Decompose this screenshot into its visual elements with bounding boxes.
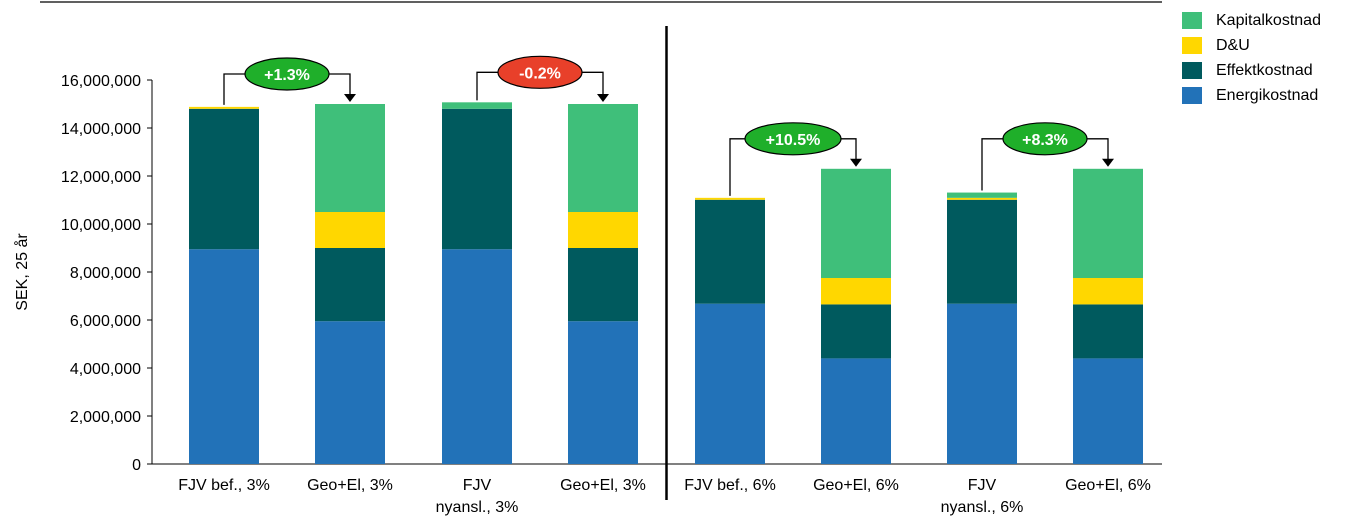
- bar-d-u: [947, 197, 1017, 200]
- legend-swatch: [1182, 12, 1202, 29]
- y-tick-label: 6,000,000: [70, 313, 141, 330]
- bar-kapitalkostnad: [1073, 168, 1143, 278]
- bar-energikostnad: [1073, 358, 1143, 464]
- annotation-label: +1.3%: [264, 67, 310, 84]
- bar-d-u: [189, 106, 259, 109]
- annotation-label: +8.3%: [1022, 132, 1068, 149]
- annotation-badge: [744, 122, 842, 156]
- x-tick-label: FJV: [463, 477, 492, 494]
- x-tick-label: Geo+El, 6%: [813, 477, 899, 494]
- bar-kapitalkostnad: [442, 102, 512, 109]
- x-tick-label: Geo+El, 6%: [1065, 477, 1151, 494]
- bar-effektkostnad: [568, 248, 638, 322]
- bar-energikostnad: [189, 249, 259, 464]
- legend-item-du: D&U: [1182, 33, 1321, 58]
- bar-d-u: [821, 278, 891, 305]
- y-tick-label: 10,000,000: [61, 217, 141, 234]
- bar-effektkostnad: [1073, 304, 1143, 359]
- x-tick-label: Geo+El, 3%: [307, 477, 393, 494]
- legend-swatch: [1182, 87, 1202, 104]
- arrow-head: [1102, 158, 1114, 167]
- legend-label: Energikostnad: [1216, 86, 1319, 104]
- y-tick-label: 2,000,000: [70, 409, 141, 426]
- arrow-head: [597, 94, 609, 102]
- annotation-badge: [1002, 122, 1088, 156]
- bar-effektkostnad: [821, 304, 891, 359]
- bar-energikostnad: [821, 358, 891, 464]
- legend-item-kapitalkostnad: Kapitalkostnad: [1182, 8, 1321, 33]
- bar-d-u: [695, 197, 765, 200]
- y-axis-title: SEK, 25 år: [13, 233, 31, 311]
- y-tick-label: 12,000,000: [61, 169, 141, 186]
- arrow-head: [344, 94, 356, 102]
- bar-d-u: [315, 212, 385, 248]
- y-tick-label: 8,000,000: [70, 265, 141, 282]
- bar-kapitalkostnad: [821, 168, 891, 278]
- legend-item-effektkostnad: Effektkostnad: [1182, 58, 1321, 83]
- x-tick-label: FJV bef., 3%: [178, 477, 270, 494]
- bar-effektkostnad: [315, 248, 385, 322]
- bar-energikostnad: [695, 303, 765, 464]
- y-tick-label: 14,000,000: [61, 121, 141, 138]
- legend-label: D&U: [1216, 36, 1250, 54]
- annotation-badge: [497, 55, 583, 89]
- legend-swatch: [1182, 62, 1202, 79]
- legend-item-energikostnad: Energikostnad: [1182, 83, 1321, 108]
- legend-label: Kapitalkostnad: [1216, 11, 1321, 29]
- bar-effektkostnad: [189, 108, 259, 250]
- legend-label: Effektkostnad: [1216, 61, 1313, 79]
- y-tick-label: 0: [132, 457, 141, 474]
- bar-energikostnad: [315, 321, 385, 464]
- arrow-head: [850, 158, 862, 167]
- bar-energikostnad: [568, 321, 638, 464]
- x-tick-label: FJV: [968, 477, 997, 494]
- bar-d-u: [1073, 278, 1143, 305]
- bar-energikostnad: [947, 303, 1017, 464]
- x-tick-label: nyansl., 6%: [941, 499, 1024, 516]
- annotation-badge: [244, 57, 330, 91]
- bar-kapitalkostnad: [947, 192, 1017, 198]
- bar-kapitalkostnad: [315, 104, 385, 212]
- legend: Kapitalkostnad D&U Effektkostnad Energik…: [1182, 8, 1321, 108]
- y-tick-label: 4,000,000: [70, 361, 141, 378]
- bar-effektkostnad: [695, 199, 765, 304]
- annotation-label: +10.5%: [766, 132, 821, 149]
- x-tick-label: nyansl., 3%: [436, 499, 519, 516]
- x-tick-label: FJV bef., 6%: [684, 477, 776, 494]
- annotation-label: -0.2%: [519, 65, 561, 82]
- bar-effektkostnad: [442, 108, 512, 250]
- bar-energikostnad: [442, 249, 512, 464]
- x-tick-label: Geo+El, 3%: [560, 477, 646, 494]
- y-tick-label: 16,000,000: [61, 73, 141, 90]
- bar-d-u: [568, 212, 638, 248]
- bar-effektkostnad: [947, 199, 1017, 304]
- bar-kapitalkostnad: [568, 104, 638, 212]
- legend-swatch: [1182, 37, 1202, 54]
